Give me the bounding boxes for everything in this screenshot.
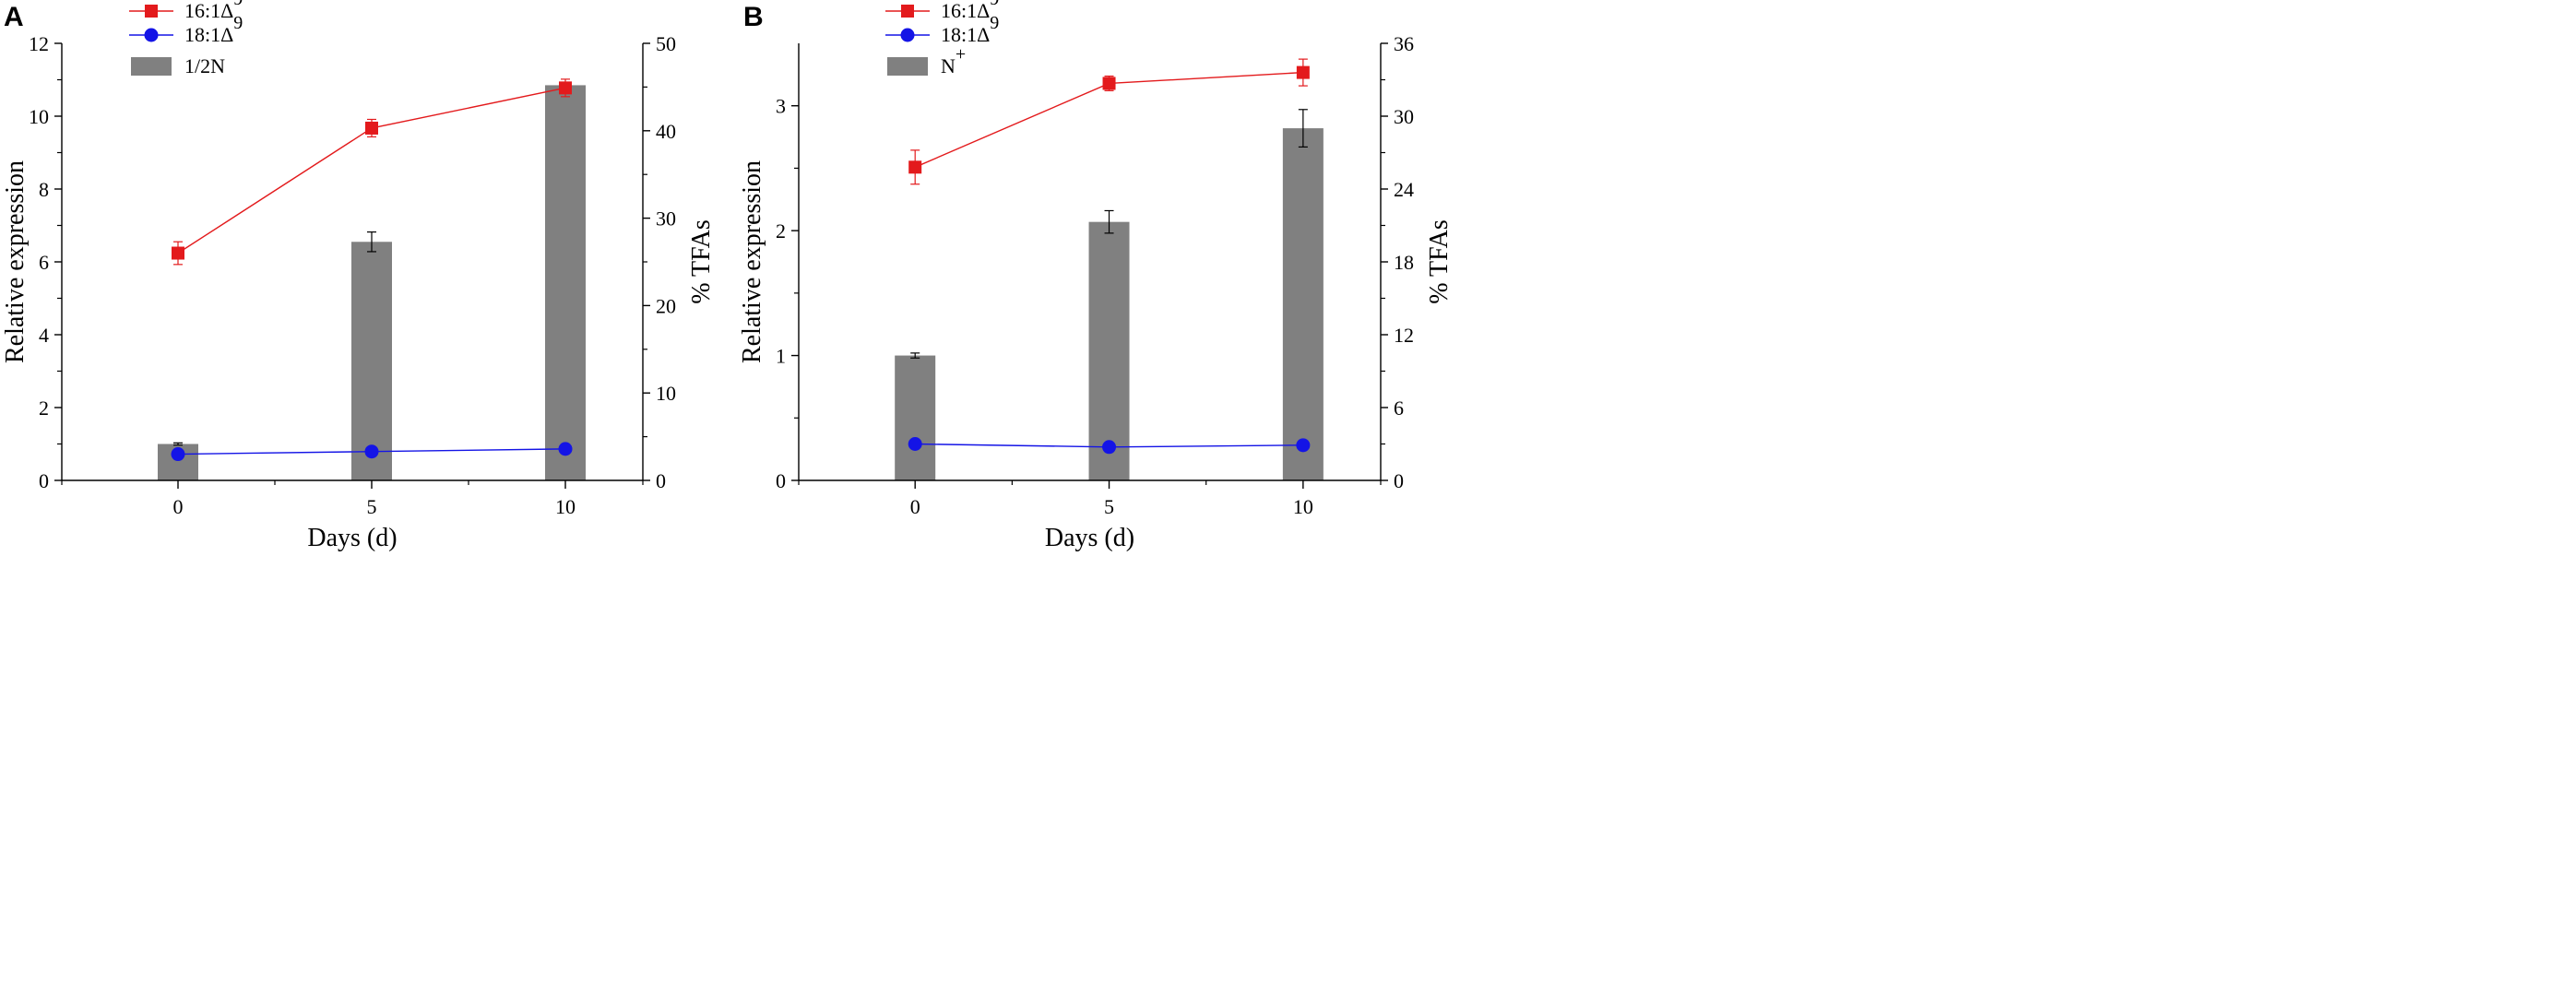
panel-letter: B: [743, 2, 764, 32]
series-blue: [908, 437, 1311, 455]
data-point-circle: [1296, 438, 1311, 453]
x-tick-label: 5: [367, 495, 377, 518]
data-point-circle: [364, 444, 379, 459]
data-point-square: [365, 121, 378, 135]
y-right-tick-label: 50: [656, 32, 676, 55]
legend-label: 18:1Δ9: [184, 13, 243, 46]
legend-label-sup: 9: [990, 13, 999, 33]
legend-label-base: 16:1Δ: [184, 0, 233, 22]
data-point-square: [1102, 77, 1116, 90]
y-right-tick-label: 20: [656, 294, 676, 317]
y-left-tick-label: 6: [39, 251, 49, 274]
y-right-tick-label: 24: [1394, 178, 1414, 201]
legend-bar-swatch: [887, 57, 928, 76]
legend-label-base: 18:1Δ: [184, 23, 233, 46]
y-right-tick-label: 12: [1394, 324, 1414, 347]
bar: [895, 355, 936, 480]
x-axis-label: Days (d): [307, 524, 397, 552]
bar: [545, 85, 586, 481]
y-axis-right-label: % TFAs: [1425, 219, 1454, 304]
y-left-tick-label: 10: [29, 105, 49, 128]
legend-label-sup: 9: [990, 0, 999, 9]
series-blue: [171, 442, 573, 462]
data-point-square: [1296, 65, 1310, 79]
series-line: [177, 87, 566, 254]
data-point-circle: [171, 447, 185, 462]
legend-marker-square: [145, 5, 158, 18]
legend-label-base: N: [941, 54, 956, 77]
legend-label: 16:1Δ9: [941, 0, 999, 22]
series-red: [908, 58, 1310, 185]
data-point-square: [908, 160, 922, 174]
data-point-square: [172, 246, 184, 260]
legend-marker-square: [901, 5, 914, 18]
y-right-tick-label: 10: [656, 382, 676, 405]
legend-label: 1/2N: [184, 54, 225, 77]
legend-marker-circle: [144, 28, 159, 42]
legend-bar-swatch: [131, 57, 172, 76]
data-point-circle: [558, 442, 573, 456]
bar-error-bar: [1298, 109, 1308, 148]
x-tick-label: 0: [910, 495, 920, 518]
y-right-tick-label: 30: [1394, 105, 1414, 128]
data-point-circle: [908, 437, 922, 451]
legend-label: 18:1Δ9: [941, 13, 999, 46]
x-tick-label: 5: [1104, 495, 1114, 518]
data-point-square: [559, 81, 572, 95]
data-point-circle: [1102, 440, 1117, 455]
y-right-tick-label: 40: [656, 120, 676, 143]
legend-marker-circle: [900, 28, 915, 42]
y-left-tick-label: 12: [29, 32, 49, 55]
legend-label-base: 16:1Δ: [941, 0, 990, 22]
y-right-tick-label: 36: [1394, 32, 1414, 55]
legend-label-sup: +: [956, 44, 966, 65]
y-right-tick-label: 18: [1394, 251, 1414, 274]
bar: [1282, 128, 1324, 480]
legend-label: N+: [941, 44, 966, 77]
legend-label-sup: 9: [233, 0, 243, 9]
bar: [1088, 221, 1130, 481]
y-right-tick-label: 0: [656, 469, 666, 492]
bar-error-bar: [173, 442, 183, 446]
series-red: [172, 78, 572, 266]
chart-panel-a: A 0 2 4 6 8 10 12 0 10 20 30 40 50 0 5 10 Days (d) Relativ…: [1, 0, 716, 552]
y-left-tick-label: 0: [39, 469, 49, 492]
y-left-tick-label: 4: [39, 324, 49, 347]
x-tick-label: 10: [1293, 495, 1313, 518]
y-axis-left-label: Relative expression: [1, 160, 30, 363]
x-tick-label: 0: [173, 495, 184, 518]
y-right-tick-label: 6: [1394, 396, 1404, 420]
y-axis-left-label: Relative expression: [738, 160, 766, 363]
legend-label-sup: 9: [233, 13, 243, 33]
bar-error-bar: [367, 231, 376, 253]
y-left-tick-label: 2: [39, 396, 49, 420]
y-right-tick-label: 0: [1394, 469, 1404, 492]
y-left-tick-label: 0: [776, 469, 786, 492]
legend-label: 16:1Δ9: [184, 0, 243, 22]
bar: [351, 242, 392, 480]
x-axis-label: Days (d): [1045, 524, 1134, 552]
y-left-tick-label: 2: [776, 219, 786, 243]
x-tick-label: 10: [555, 495, 576, 518]
y-axis-right-label: % TFAs: [687, 219, 716, 304]
y-right-tick-label: 30: [656, 207, 676, 231]
y-left-tick-label: 8: [39, 178, 49, 201]
y-left-tick-label: 1: [776, 345, 786, 368]
legend-label-base: 1/2N: [184, 54, 225, 77]
bar-error-bar: [1104, 209, 1114, 234]
y-left-tick-label: 3: [776, 95, 786, 118]
bar-error-bar: [910, 352, 920, 359]
legend-label-base: 18:1Δ: [941, 23, 990, 46]
panel-letter: A: [4, 2, 24, 32]
